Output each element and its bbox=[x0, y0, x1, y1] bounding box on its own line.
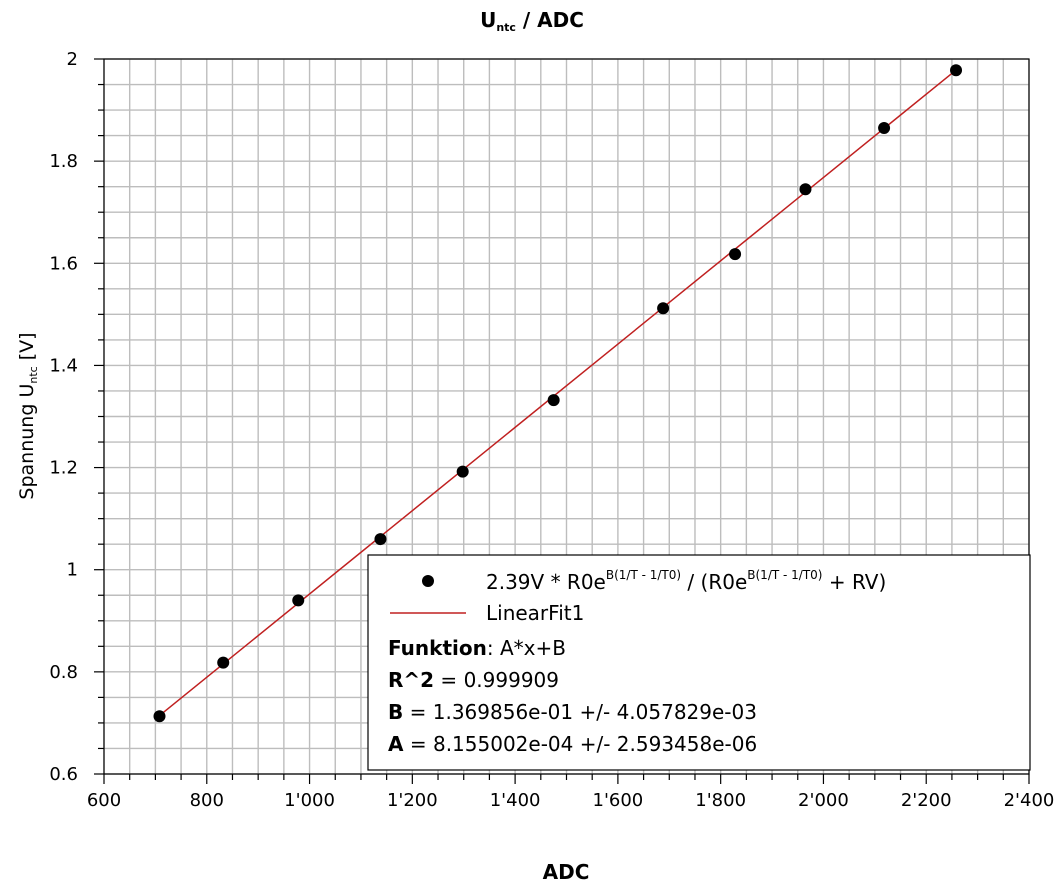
y-axis-tick-labels: 0.6 0.8 1 1.2 1.4 1.6 1.8 2 bbox=[49, 49, 78, 785]
data-point bbox=[878, 121, 891, 134]
data-point bbox=[657, 302, 670, 315]
data-point bbox=[950, 64, 963, 77]
x-tick-label: 1'000 bbox=[284, 790, 335, 811]
axis-ticks bbox=[94, 58, 1030, 784]
fit-line-segment bbox=[159, 69, 957, 717]
fit-info-r2: R^2 = 0.999909 bbox=[388, 668, 559, 692]
data-point bbox=[456, 465, 469, 478]
y-tick-label: 1.6 bbox=[49, 253, 78, 274]
data-point bbox=[153, 710, 166, 723]
x-tick-label: 1'200 bbox=[387, 790, 438, 811]
x-tick-label: 1'600 bbox=[593, 790, 644, 811]
x-tick-label: 2'200 bbox=[901, 790, 952, 811]
x-tick-label: 2'400 bbox=[1004, 790, 1055, 811]
data-point bbox=[374, 533, 387, 546]
data-point bbox=[547, 394, 560, 407]
y-tick-label: 2 bbox=[67, 49, 78, 70]
data-point bbox=[799, 183, 812, 196]
y-tick-label: 1.2 bbox=[49, 458, 78, 479]
legend-entry-scatter: 2.39V * R0eB(1/T - 1/T0) / (R0eB(1/T - 1… bbox=[486, 568, 886, 594]
legend-entry-fit: LinearFit1 bbox=[486, 601, 584, 625]
legend: 2.39V * R0eB(1/T - 1/T0) / (R0eB(1/T - 1… bbox=[367, 554, 1031, 771]
data-point bbox=[217, 656, 230, 669]
y-tick-label: 1.8 bbox=[49, 151, 78, 172]
x-tick-label: 600 bbox=[87, 790, 121, 811]
x-tick-label: 800 bbox=[190, 790, 224, 811]
chart-title: Untc / ADC bbox=[480, 8, 584, 34]
y-tick-label: 1.4 bbox=[49, 355, 78, 376]
fit-info-function: Funktion: A*x+B bbox=[388, 636, 566, 660]
x-tick-label: 2'000 bbox=[798, 790, 849, 811]
data-point bbox=[729, 248, 742, 261]
y-axis-label: Spannung Untc [V] bbox=[16, 332, 40, 499]
y-tick-label: 0.8 bbox=[49, 662, 78, 683]
fit-info-a: A = 8.155002e-04 +/- 2.593458e-06 bbox=[388, 732, 757, 756]
y-tick-label: 1 bbox=[67, 560, 78, 581]
legend-box bbox=[367, 554, 1031, 771]
data-points bbox=[153, 64, 963, 723]
x-axis-tick-labels: 600 800 1'000 1'200 1'400 1'600 1'800 2'000 2'20… bbox=[87, 790, 1055, 811]
fit-info-b: B = 1.369856e-01 +/- 4.057829e-03 bbox=[388, 700, 757, 724]
x-tick-label: 1'800 bbox=[695, 790, 746, 811]
y-tick-label: 0.6 bbox=[49, 764, 78, 785]
linear-fit-line bbox=[159, 69, 957, 717]
legend-marker-scatter bbox=[422, 575, 434, 587]
x-axis-label: ADC bbox=[543, 860, 590, 884]
x-tick-label: 1'400 bbox=[490, 790, 541, 811]
data-point bbox=[292, 594, 305, 607]
